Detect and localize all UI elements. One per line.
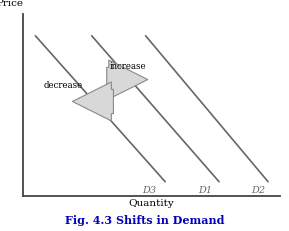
- X-axis label: Quantity: Quantity: [129, 199, 175, 208]
- Text: D3: D3: [142, 186, 156, 195]
- Text: Fig. 4.3 Shifts in Demand: Fig. 4.3 Shifts in Demand: [65, 215, 224, 226]
- Y-axis label: Price: Price: [0, 0, 24, 8]
- Text: D2: D2: [251, 186, 265, 195]
- Text: D1: D1: [198, 186, 212, 195]
- Text: increase: increase: [110, 62, 147, 71]
- Text: decrease: decrease: [44, 81, 83, 90]
